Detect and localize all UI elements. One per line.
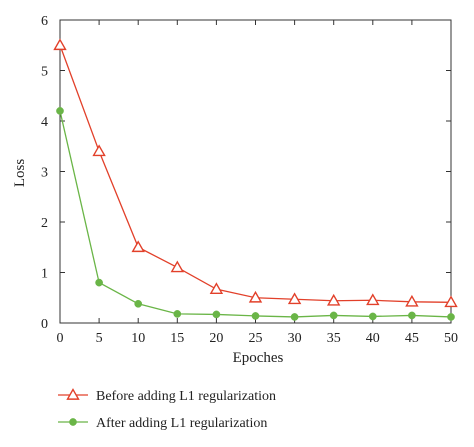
plot-frame bbox=[59, 19, 452, 324]
data-point-triangle bbox=[444, 295, 458, 308]
data-point-circle bbox=[290, 313, 299, 321]
legend-label: After adding L1 regularization bbox=[96, 416, 267, 431]
x-axis-label: Epoches bbox=[233, 350, 284, 366]
x-tick-label: 50 bbox=[444, 331, 458, 346]
data-point-circle bbox=[56, 107, 64, 115]
series-line bbox=[59, 45, 452, 303]
x-tick-label: 10 bbox=[131, 331, 145, 346]
data-point-circle bbox=[251, 312, 260, 320]
series-2 bbox=[56, 107, 455, 321]
data-point-triangle bbox=[131, 240, 145, 253]
data-point-triangle bbox=[209, 282, 224, 294]
data-point-triangle bbox=[92, 144, 106, 157]
x-tick-label: 15 bbox=[170, 331, 184, 346]
data-point-circle bbox=[408, 311, 416, 320]
data-point-triangle bbox=[366, 293, 380, 306]
series-line bbox=[59, 110, 452, 318]
x-tick-label: 45 bbox=[405, 331, 419, 346]
x-tick-label: 35 bbox=[327, 331, 341, 346]
data-point-triangle bbox=[248, 290, 263, 303]
data-point-circle bbox=[212, 310, 221, 319]
y-tick-label: 3 bbox=[41, 166, 48, 181]
x-tick-label: 25 bbox=[249, 331, 263, 346]
data-point-triangle bbox=[170, 260, 185, 273]
y-tick-label: 4 bbox=[41, 115, 48, 130]
y-tick-label: 5 bbox=[41, 65, 48, 80]
y-tick-label: 2 bbox=[41, 216, 48, 231]
x-tick-label: 30 bbox=[288, 331, 302, 346]
data-point-circle bbox=[134, 299, 143, 308]
legend-item-1: Before adding L1 regularization bbox=[58, 388, 276, 404]
data-point-triangle bbox=[405, 294, 419, 307]
y-axis-label: Loss bbox=[12, 159, 28, 188]
legend-label: Before adding L1 regularization bbox=[96, 389, 276, 404]
y-tick-label: 6 bbox=[41, 14, 48, 29]
series-1 bbox=[53, 38, 458, 308]
data-point-triangle bbox=[326, 293, 341, 306]
data-point-triangle bbox=[53, 38, 67, 51]
data-point-triangle bbox=[287, 292, 302, 305]
data-point-circle bbox=[329, 311, 338, 320]
series-lines bbox=[53, 38, 458, 321]
data-point-circle bbox=[173, 310, 182, 318]
legend: Before adding L1 regularization After add… bbox=[58, 388, 276, 431]
data-point-circle bbox=[368, 312, 377, 321]
x-tick-label: 20 bbox=[209, 331, 223, 346]
x-tick-label: 5 bbox=[96, 331, 103, 346]
data-point-circle bbox=[95, 278, 103, 287]
y-tick-label: 0 bbox=[41, 317, 48, 332]
plot-frame-group bbox=[59, 19, 452, 324]
legend-item-2: After adding L1 regularization bbox=[58, 416, 267, 431]
data-point-circle bbox=[69, 418, 77, 426]
y-tick-label: 1 bbox=[41, 267, 48, 282]
x-tick-label: 40 bbox=[366, 331, 380, 346]
x-tick-label: 0 bbox=[57, 331, 64, 346]
data-point-circle bbox=[447, 313, 455, 321]
data-point-triangle bbox=[66, 388, 80, 400]
